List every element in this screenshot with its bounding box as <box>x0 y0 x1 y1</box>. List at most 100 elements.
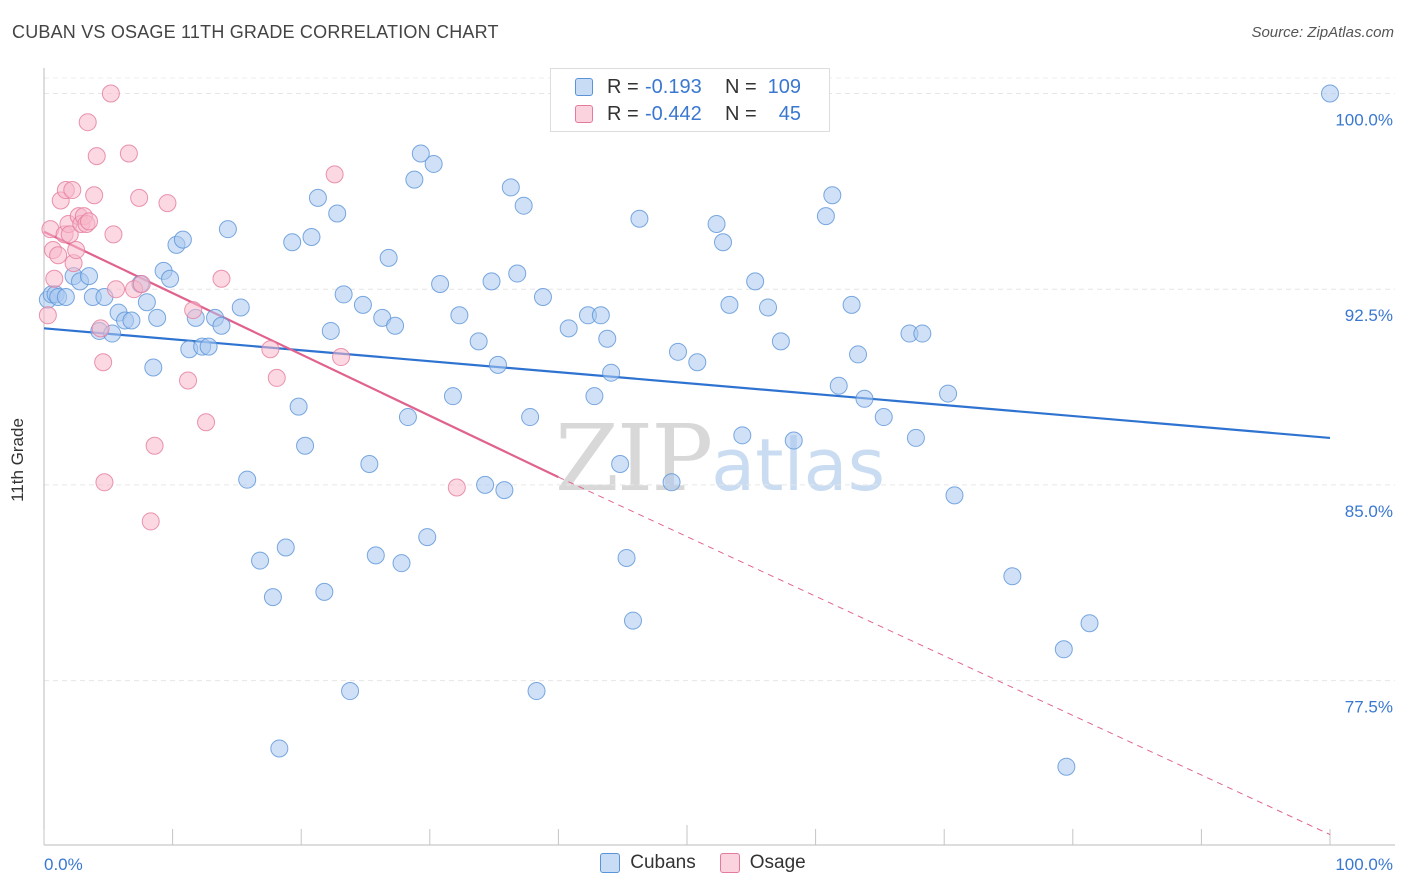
y-tick-label: 77.5% <box>1345 698 1393 717</box>
trend-lines <box>43 230 1331 836</box>
legend-item-cubans[interactable]: Cubans <box>600 852 696 874</box>
data-point-osage <box>145 436 164 455</box>
data-point-cubans <box>263 588 282 607</box>
data-point-cubans <box>218 220 237 239</box>
axes <box>43 68 1395 846</box>
data-point-cubans <box>418 528 437 547</box>
data-point-cubans <box>1080 614 1099 633</box>
data-point-osage <box>45 269 64 288</box>
legend-label-osage: Osage <box>749 852 806 873</box>
data-point-cubans <box>939 384 958 403</box>
data-point-cubans <box>392 554 411 573</box>
data-point-osage <box>325 165 344 184</box>
legend-r-label: R = <box>607 102 639 125</box>
data-point-cubans <box>771 332 790 351</box>
data-point-osage <box>67 241 86 260</box>
data-point-cubans <box>238 470 257 489</box>
data-point-osage <box>63 181 82 200</box>
data-point-cubans <box>688 353 707 372</box>
data-point-cubans <box>855 389 874 408</box>
data-point-osage <box>132 274 151 293</box>
watermark-zip: ZIP <box>555 405 713 512</box>
data-point-osage <box>197 413 216 432</box>
data-point-cubans <box>842 295 861 314</box>
data-point-cubans <box>289 397 308 416</box>
data-point-cubans <box>283 233 302 252</box>
data-point-cubans <box>276 538 295 557</box>
data-point-osage <box>447 478 466 497</box>
y-axis-label: 11th Grade <box>8 418 27 502</box>
data-point-cubans <box>360 455 379 474</box>
data-point-cubans <box>533 288 552 307</box>
data-point-cubans <box>1057 757 1076 776</box>
data-point-cubans <box>585 387 604 406</box>
data-point-cubans <box>366 546 385 565</box>
data-point-cubans <box>231 298 250 317</box>
data-point-cubans <box>161 269 180 288</box>
data-point-cubans <box>137 293 156 312</box>
data-point-osage <box>38 306 57 325</box>
data-point-osage <box>60 225 79 244</box>
y-tick-label: 92.5% <box>1345 306 1393 325</box>
data-point-cubans <box>733 426 752 445</box>
data-point-cubans <box>1321 84 1339 103</box>
data-point-cubans <box>144 358 163 377</box>
data-point-cubans <box>469 332 488 351</box>
x-tick-label: 0.0% <box>44 855 83 874</box>
data-point-cubans <box>623 611 642 630</box>
data-point-osage <box>261 340 280 359</box>
data-point-cubans <box>1054 640 1073 659</box>
legend-n-label: N = <box>725 75 757 98</box>
data-point-osage <box>78 113 97 132</box>
data-point-cubans <box>602 363 621 382</box>
data-point-cubans <box>913 324 932 343</box>
data-point-cubans <box>424 154 443 173</box>
data-point-cubans <box>443 387 462 406</box>
data-point-cubans <box>521 408 540 427</box>
tick-labels: 77.5% 85.0% 92.5% 100.0% 0.0% 100.0% <box>44 110 1393 874</box>
data-point-cubans <box>212 316 231 335</box>
data-point-cubans <box>450 306 469 325</box>
data-point-cubans <box>829 376 848 395</box>
data-point-osage <box>107 280 126 299</box>
data-point-cubans <box>874 408 893 427</box>
legend-item-osage[interactable]: Osage <box>719 852 806 874</box>
data-point-cubans <box>1003 567 1022 586</box>
data-point-osage <box>104 225 123 244</box>
data-point-cubans <box>816 207 835 226</box>
data-point-cubans <box>173 230 192 249</box>
data-point-osage <box>158 194 177 213</box>
data-point-cubans <box>598 329 617 348</box>
data-point-cubans <box>122 311 141 330</box>
data-point-cubans <box>746 272 765 291</box>
data-point-osage <box>212 269 231 288</box>
data-point-cubans <box>405 170 424 189</box>
data-point-osage <box>119 144 138 163</box>
data-point-cubans <box>321 321 340 340</box>
data-point-cubans <box>759 298 778 317</box>
data-point-cubans <box>611 455 630 474</box>
data-point-cubans <box>784 431 803 450</box>
data-point-cubans <box>714 233 733 252</box>
legend-n-value: 109 <box>767 75 801 98</box>
legend-label-cubans: Cubans <box>630 852 696 873</box>
data-point-cubans <box>501 178 520 197</box>
data-point-cubans <box>251 551 270 570</box>
data-point-cubans <box>508 264 527 283</box>
data-point-cubans <box>488 355 507 374</box>
data-point-cubans <box>591 306 610 325</box>
source-label: Source: ZipAtlas.com <box>1251 24 1394 41</box>
data-point-cubans <box>945 486 964 505</box>
data-point-osage <box>267 368 286 387</box>
data-point-cubans <box>431 274 450 293</box>
trend-line-cubans <box>43 327 1331 440</box>
data-point-cubans <box>379 248 398 267</box>
data-point-cubans <box>849 345 868 364</box>
data-point-cubans <box>527 682 546 701</box>
data-point-cubans <box>341 682 360 701</box>
data-point-cubans <box>353 295 372 314</box>
legend-swatch-osage <box>575 105 593 123</box>
data-point-cubans <box>617 548 636 567</box>
data-point-osage <box>87 147 106 166</box>
data-points <box>38 84 1339 776</box>
